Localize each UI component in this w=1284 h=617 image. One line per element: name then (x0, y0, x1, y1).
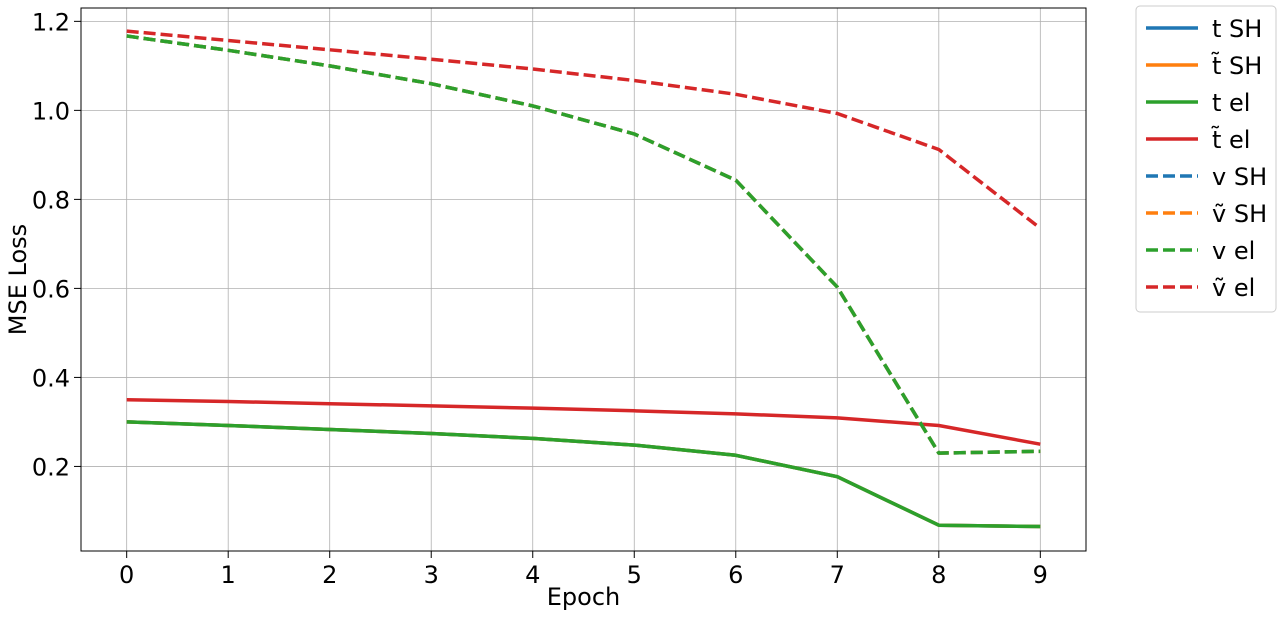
legend-label-0: t SH (1212, 15, 1262, 43)
legend-label-4: v SH (1212, 163, 1267, 191)
y-tick-label: 0.4 (32, 364, 70, 392)
legend-label-6: v el (1212, 237, 1255, 265)
x-tick-label: 3 (424, 561, 439, 589)
legend-label-7: ṽ el (1212, 274, 1255, 302)
x-tick-label: 6 (728, 561, 743, 589)
series-lines (126, 29, 1042, 529)
x-axis-label: Epoch (547, 583, 621, 611)
legend-label-5: ṽ SH (1212, 200, 1267, 228)
x-tick-label: 5 (627, 561, 642, 589)
y-axis-ticks: 0.2 0.4 0.6 0.8 1.0 1.2 (32, 8, 81, 481)
series-line-2 (126, 420, 1041, 529)
legend-label-2: t el (1212, 89, 1250, 117)
y-tick-label: 1.0 (32, 97, 70, 125)
legend-label-3: t̃ el (1211, 126, 1250, 154)
grid (81, 8, 1086, 551)
y-tick-label: 1.2 (32, 8, 70, 36)
series-line-6 (126, 34, 1041, 455)
plot-frame (80, 7, 1087, 552)
x-tick-label: 2 (322, 561, 337, 589)
x-tick-label: 0 (119, 561, 134, 589)
x-tick-label: 9 (1033, 561, 1048, 589)
y-axis-label: MSE Loss (4, 224, 32, 335)
x-axis-ticks: 0 1 2 3 4 5 6 7 8 9 (119, 551, 1048, 589)
y-tick-label: 0.8 (32, 186, 70, 214)
legend-label-1: t̃ SH (1211, 52, 1262, 80)
series-line-3 (126, 397, 1041, 446)
legend: t SH t̃ SH t el t̃ el v SH ṽ SH v el ṽ el (1135, 5, 1277, 313)
series-line-7 (126, 29, 1042, 230)
x-tick-label: 4 (525, 561, 540, 589)
x-tick-label: 7 (830, 561, 845, 589)
y-tick-label: 0.6 (32, 275, 70, 303)
legend-box (1135, 5, 1277, 313)
x-tick-label: 1 (221, 561, 236, 589)
y-tick-label: 0.2 (32, 453, 70, 481)
x-tick-label: 8 (931, 561, 946, 589)
